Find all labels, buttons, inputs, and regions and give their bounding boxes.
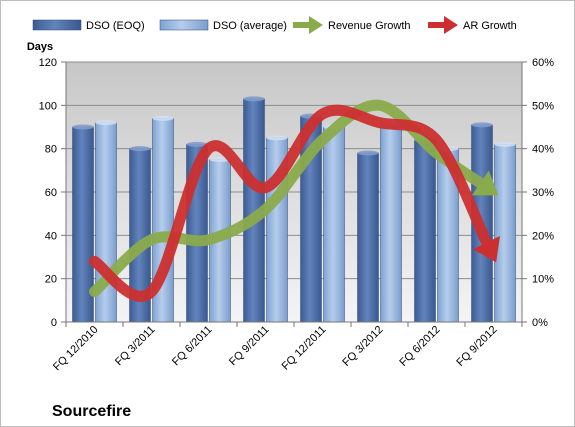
y-left-tick-label: 100 [39,100,57,112]
ar-growth-line-arrowhead [473,236,500,263]
legend: DSO (EOQ) DSO (average) Revenue Growth AR G… [32,16,517,34]
y-left-tick-label: 80 [45,144,57,156]
chart-title: Sourcefire [52,403,131,420]
bar-cap [494,141,516,147]
bar-cap [243,96,265,102]
legend-swatch-bar [159,19,209,31]
y-right-tick-label: 60% [532,57,554,69]
bar-dso-eoq [414,139,436,323]
bar-cap [357,150,379,156]
bar-cap [129,146,151,152]
legend-swatch-arrow [309,16,323,34]
legend-label: Revenue Growth [328,20,411,32]
bar-dso-eoq [357,152,379,323]
y-axis-left-label: Days [27,41,53,53]
y-right-tick-label: 0% [532,317,548,329]
y-left-tick-label: 0 [51,317,57,329]
bar-dso-average [494,144,516,323]
revenue-growth-line-arrowhead [471,170,499,196]
y-left-tick-label: 60 [45,187,57,199]
bar-dso-average [323,126,345,323]
y-left-tick-label: 20 [45,274,57,286]
y-right-tick-label: 50% [532,100,554,112]
y-right-tick-label: 40% [532,144,554,156]
bar-cap [471,122,493,128]
y-left-tick-label: 120 [39,57,57,69]
legend-swatch-bar [32,19,82,31]
legend-label: AR Growth [463,20,517,32]
bar-cap [266,135,288,141]
bar-cap [152,115,174,121]
y-right-tick-label: 30% [532,187,554,199]
legend-swatch-arrow [444,16,458,34]
bar-cap [72,124,94,130]
bar-dso-average [380,122,402,323]
growth-lines [89,99,500,302]
y-left-tick-label: 40 [45,230,57,242]
ar-growth-line [89,104,493,302]
legend-label: DSO (average) [213,20,287,32]
bar-cap [209,157,231,162]
bar-cap [95,120,117,126]
legend-label: DSO (EOQ) [86,20,145,32]
bar-cap [186,141,208,147]
y-right-tick-label: 10% [532,274,554,286]
revenue-growth-line [89,99,488,298]
y-right-tick-label: 20% [532,230,554,242]
